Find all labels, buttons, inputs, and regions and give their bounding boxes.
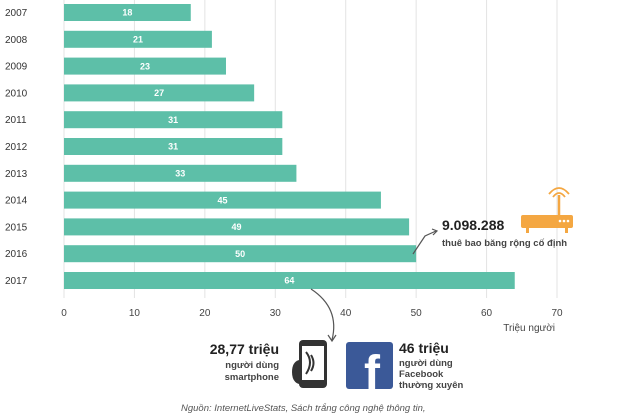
category-label: 2013 bbox=[5, 169, 28, 180]
bar-2008 bbox=[64, 30, 212, 48]
bar-value-label: 21 bbox=[133, 35, 143, 45]
bar-2010 bbox=[64, 84, 255, 102]
category-label: 2010 bbox=[5, 88, 28, 99]
bar-value-label: 33 bbox=[175, 169, 185, 179]
category-label: 2007 bbox=[5, 8, 28, 19]
bar-2016 bbox=[64, 245, 417, 263]
smartphone-line1: người dùng bbox=[225, 360, 279, 371]
category-label: 2017 bbox=[5, 276, 28, 287]
broadband-value: 9.098.288 bbox=[442, 217, 504, 233]
smartphone-icon bbox=[292, 340, 327, 388]
category-label: 2015 bbox=[5, 222, 28, 233]
x-tick-label: 70 bbox=[551, 308, 563, 319]
x-tick-label: 30 bbox=[270, 308, 282, 319]
smartphone-annotation: 28,77 triệu người dùng smartphone bbox=[210, 340, 327, 388]
x-tick-label: 50 bbox=[411, 308, 423, 319]
bar-2011 bbox=[64, 111, 283, 129]
x-axis-label: Triệu người bbox=[503, 323, 555, 334]
bar-2017 bbox=[64, 272, 515, 289]
broadband-annotation: 9.098.288 thuê bao băng rộng cố định bbox=[412, 187, 573, 255]
bar-value-label: 64 bbox=[284, 276, 294, 286]
bar-2007 bbox=[64, 4, 191, 21]
bar-value-label: 31 bbox=[168, 142, 178, 152]
category-label: 2009 bbox=[5, 62, 28, 73]
bar-2015 bbox=[64, 218, 410, 236]
smartphone-value: 28,77 triệu bbox=[210, 341, 279, 357]
bar-value-label: 31 bbox=[168, 115, 178, 125]
bar-value-label: 49 bbox=[232, 222, 242, 232]
facebook-line2: Facebook bbox=[399, 369, 444, 380]
facebook-line3: thường xuyên bbox=[399, 380, 463, 391]
bar-2009 bbox=[64, 57, 226, 75]
x-tick-label: 20 bbox=[199, 308, 211, 319]
facebook-annotation: f 46 triệu người dùng Facebook thường xu… bbox=[346, 340, 463, 400]
broadband-pointer bbox=[412, 230, 437, 255]
category-label: 2014 bbox=[5, 196, 28, 207]
bar-value-label: 23 bbox=[140, 61, 150, 71]
x-axis-ticks: 0 10 20 30 40 50 60 70 bbox=[61, 308, 563, 319]
facebook-line1: người dùng bbox=[399, 358, 453, 369]
x-tick-label: 40 bbox=[340, 308, 352, 319]
bar-value-label: 18 bbox=[122, 8, 132, 18]
bar-value-label: 50 bbox=[235, 249, 245, 259]
broadband-arrowhead bbox=[431, 228, 439, 236]
facebook-letter: f bbox=[364, 347, 381, 400]
smartphone-line2: smartphone bbox=[225, 372, 279, 383]
facebook-value: 46 triệu bbox=[399, 340, 449, 356]
x-tick-label: 60 bbox=[481, 308, 493, 319]
category-label: 2011 bbox=[5, 115, 27, 126]
bar-2013 bbox=[64, 164, 297, 182]
bar-value-label: 27 bbox=[154, 88, 164, 98]
category-label: 2016 bbox=[5, 249, 28, 260]
bars: 2007 18 2008 21 2009 23 2010 27 2011 31 2012 31 2013… bbox=[5, 4, 515, 289]
category-label: 2008 bbox=[5, 35, 28, 46]
broadband-label: thuê bao băng rộng cố định bbox=[442, 238, 567, 249]
bar-2014 bbox=[64, 191, 381, 209]
bar-2012 bbox=[64, 138, 283, 155]
source-note: Nguồn: InternetLiveStats, Sách trắng côn… bbox=[181, 403, 426, 414]
x-tick-label: 10 bbox=[129, 308, 141, 319]
x-tick-label: 0 bbox=[61, 308, 67, 319]
facebook-icon bbox=[346, 342, 393, 389]
router-icon bbox=[521, 187, 573, 233]
category-label: 2012 bbox=[5, 142, 28, 153]
bar-value-label: 45 bbox=[217, 195, 227, 205]
smartphone-arrowhead bbox=[327, 334, 337, 343]
smartphone-pointer bbox=[310, 288, 335, 341]
